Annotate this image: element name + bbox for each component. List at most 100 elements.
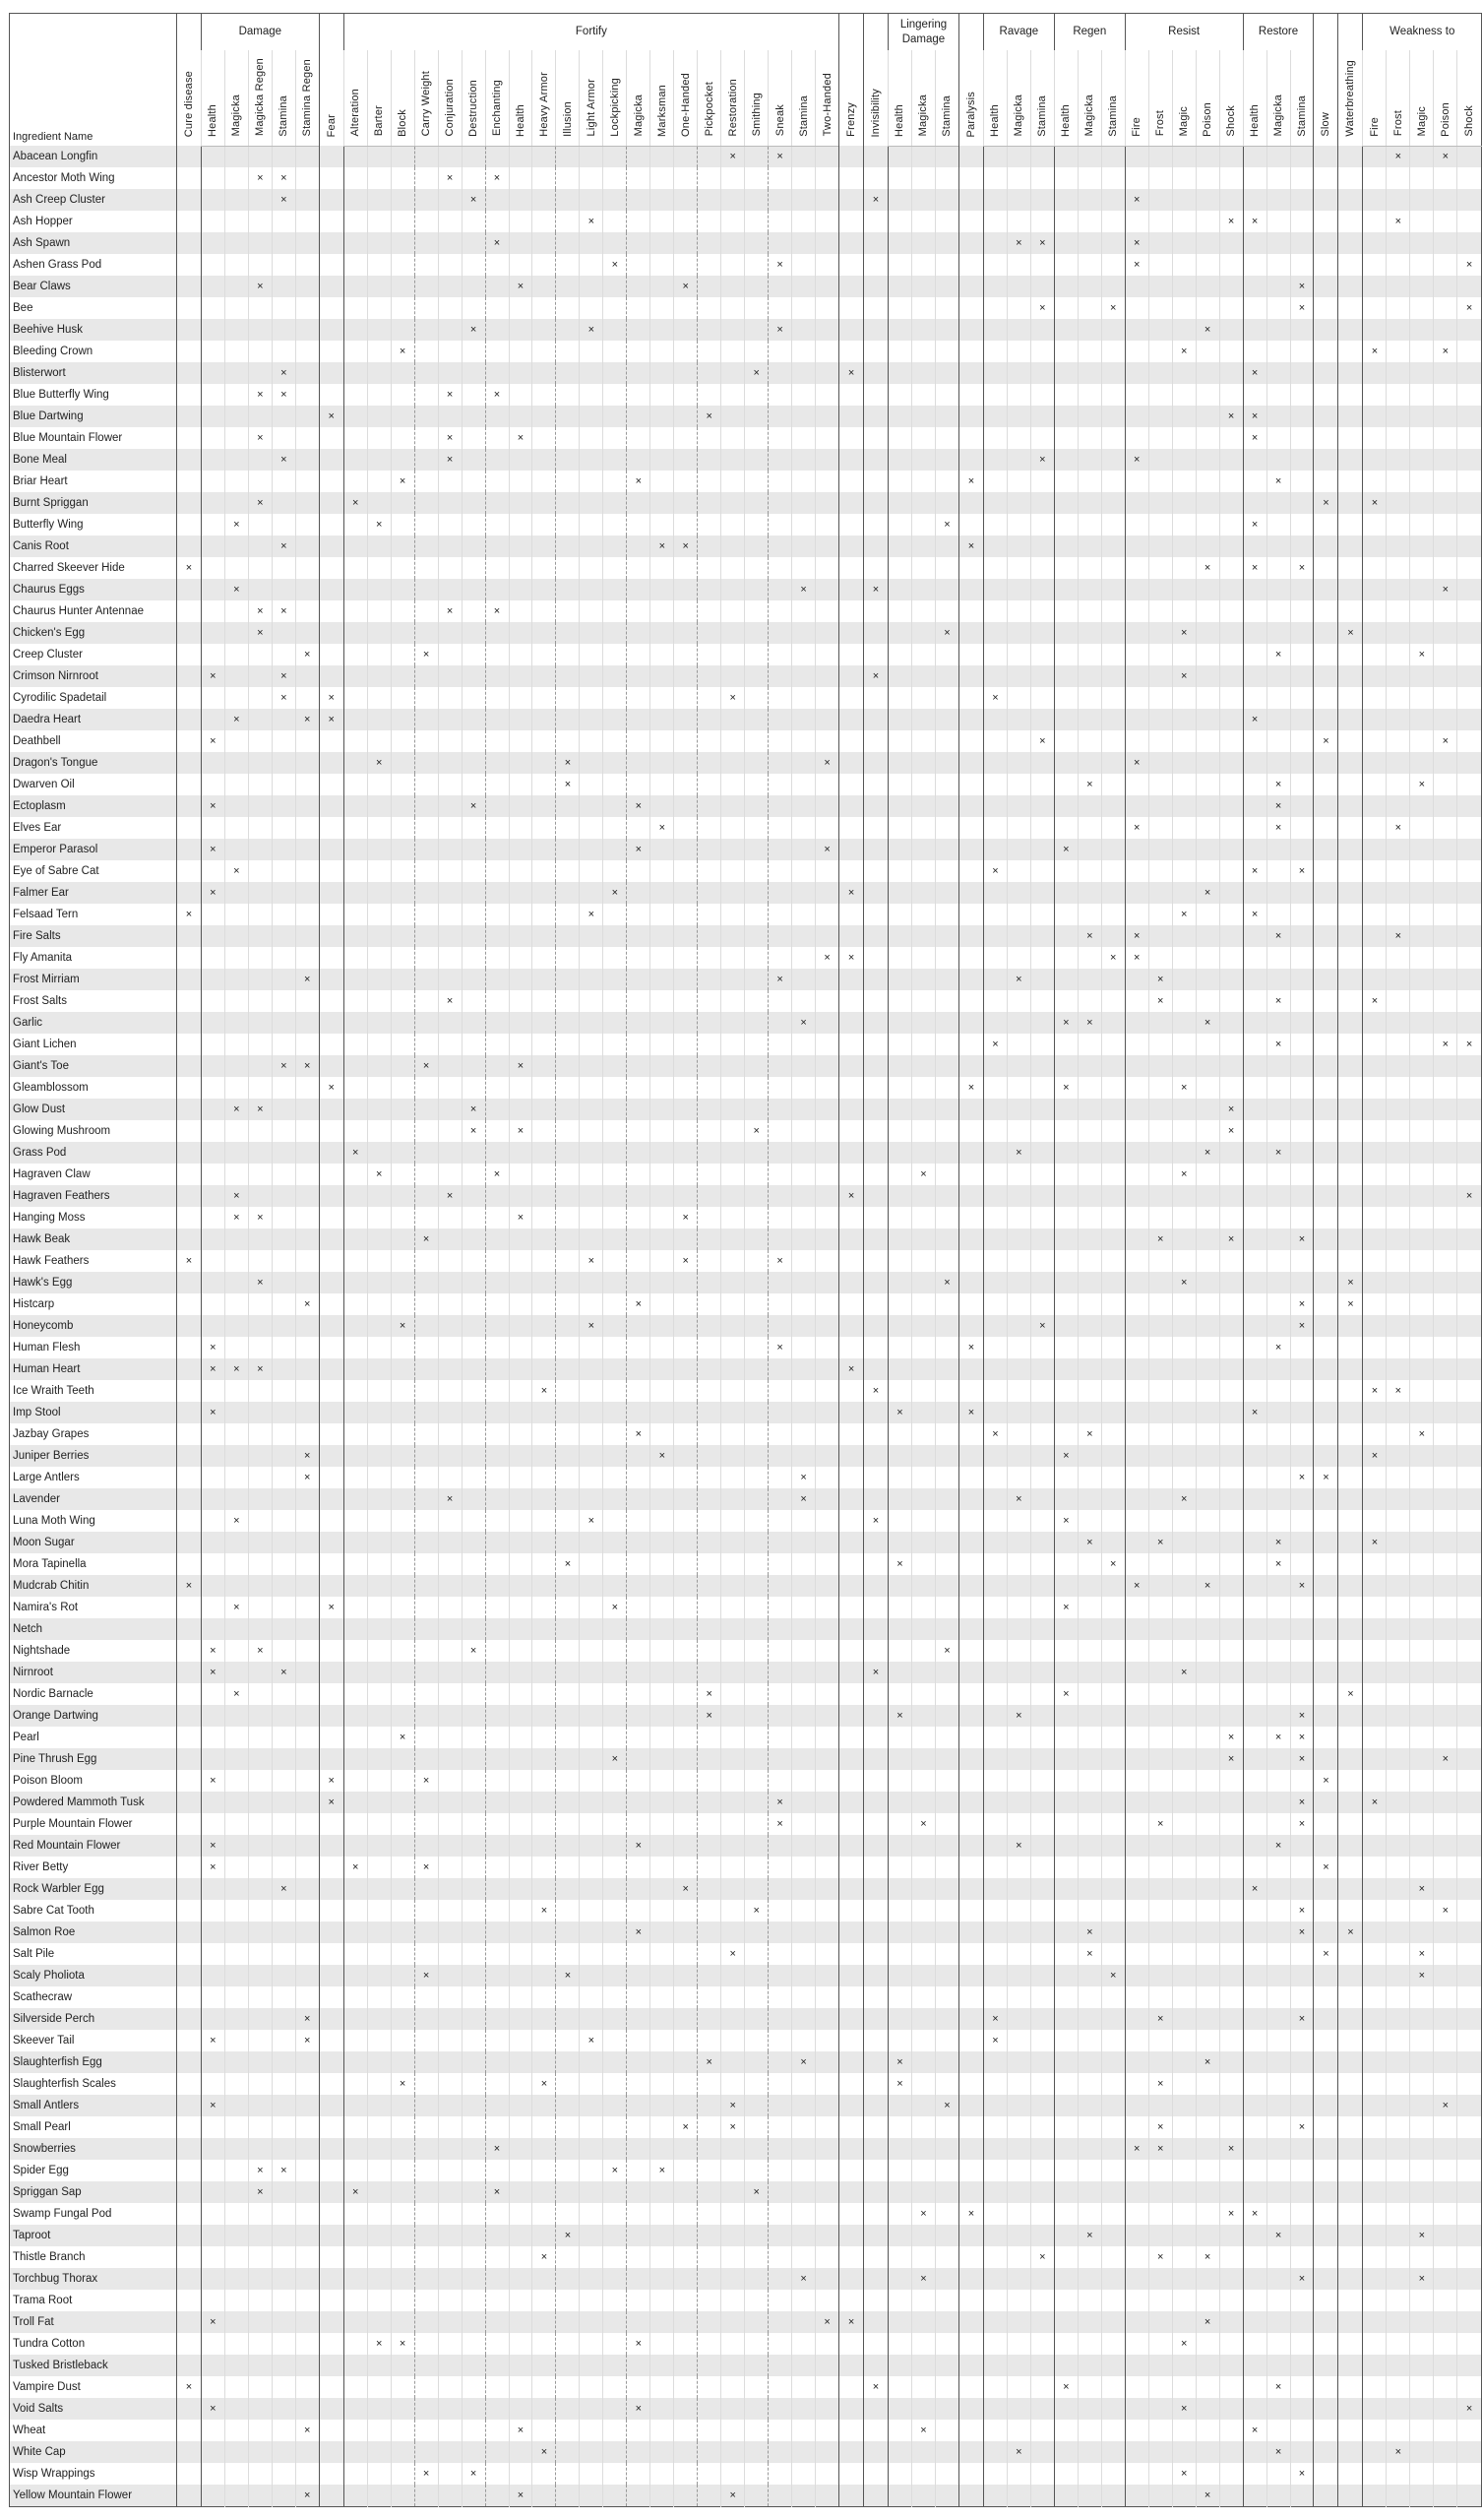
column-header-label: Health	[894, 103, 906, 137]
effect-cell	[1029, 1748, 1055, 1770]
effect-cell	[1029, 1532, 1055, 1553]
effect-cell	[461, 817, 486, 839]
effect-cell	[1195, 795, 1220, 817]
effect-cell	[437, 492, 463, 514]
effect-cell	[1147, 1835, 1173, 1857]
effect-mark-dmg-stamina: ×	[271, 687, 296, 709]
effect-cell	[200, 276, 225, 297]
effect-cell	[1077, 1055, 1102, 1077]
effect-mark-rav-magicka: ×	[1006, 1835, 1031, 1857]
effect-cell	[910, 1055, 936, 1077]
column-header-ld-magicka: Magicka	[910, 50, 936, 147]
effect-cell	[1029, 579, 1055, 600]
effect-cell	[768, 730, 792, 752]
effect-mark-ld-health: ×	[888, 1705, 912, 1727]
effect-cell	[508, 514, 532, 536]
effect-cell	[1147, 536, 1173, 557]
effect-cell	[342, 1748, 368, 1770]
effect-cell	[957, 1250, 984, 1272]
effect-cell	[934, 297, 959, 319]
effect-cell	[1313, 1358, 1338, 1380]
effect-mark-dmg-magicka-regen: ×	[247, 622, 273, 644]
effect-cell	[1077, 1099, 1102, 1120]
effect-cell	[910, 449, 936, 471]
effect-cell	[1006, 1164, 1031, 1185]
effect-cell	[1289, 1662, 1314, 1683]
effect-cell	[342, 1770, 368, 1792]
table-row: Ice Wraith Teeth × × × ×	[9, 1380, 1482, 1402]
effect-cell	[744, 1012, 769, 1034]
effect-cell	[626, 341, 650, 362]
effect-cell	[815, 341, 839, 362]
effect-mark-paralysis: ×	[957, 471, 984, 492]
effect-cell	[579, 1293, 603, 1315]
effect-cell	[673, 1034, 698, 1055]
effect-cell	[697, 557, 721, 579]
effect-cell	[390, 1164, 415, 1185]
effect-cell	[768, 925, 792, 947]
effect-cell	[838, 969, 864, 990]
effect-cell	[720, 969, 745, 990]
effect-cell	[1386, 860, 1410, 882]
effect-cell	[200, 904, 225, 925]
effect-cell	[1053, 1640, 1079, 1662]
effect-cell	[1289, 1099, 1314, 1120]
effect-cell	[271, 579, 296, 600]
effect-cell	[1053, 1315, 1079, 1337]
effect-cell	[1266, 1207, 1291, 1228]
effect-cell	[626, 319, 650, 341]
effect-cell	[934, 1012, 959, 1034]
effect-mark-f-twohanded: ×	[815, 839, 839, 860]
effect-cell	[815, 1640, 839, 1662]
effect-cell	[673, 1423, 698, 1445]
effect-cell	[531, 839, 556, 860]
effect-mark-rst-stamina: ×	[1289, 1293, 1314, 1315]
effect-cell	[720, 882, 745, 904]
effect-cell	[175, 1228, 202, 1250]
effect-cell	[697, 514, 721, 536]
effect-cell	[863, 297, 889, 319]
effect-cell	[1242, 1164, 1267, 1185]
effect-cell	[957, 1900, 984, 1922]
effect-cell	[649, 1748, 674, 1770]
effect-cell	[531, 990, 556, 1012]
effect-cell	[531, 1099, 556, 1120]
effect-cell	[697, 730, 721, 752]
effect-cell	[791, 1813, 816, 1835]
effect-cell	[1362, 254, 1387, 276]
effect-cell	[744, 1380, 769, 1402]
effect-cell	[934, 406, 959, 427]
effect-cell	[1337, 752, 1363, 774]
effect-mark-res-fire: ×	[1124, 449, 1149, 471]
effect-cell	[888, 1055, 912, 1077]
effect-cell	[1124, 492, 1149, 514]
effect-cell	[437, 1228, 463, 1250]
effect-cell	[437, 969, 463, 990]
effect-cell	[697, 1467, 721, 1488]
column-header-label: Stamina	[797, 94, 810, 137]
effect-cell	[223, 752, 249, 774]
effect-cell	[1171, 1770, 1197, 1792]
effect-cell	[1195, 622, 1220, 644]
effect-cell	[697, 1077, 721, 1099]
effect-cell	[1456, 730, 1482, 752]
effect-cell	[1053, 1423, 1079, 1445]
effect-cell	[863, 1315, 889, 1337]
effect-cell	[934, 600, 959, 622]
effect-cell	[247, 319, 273, 341]
column-header-f-light: Light Armor	[579, 50, 603, 147]
effect-mark-wk-shock: ×	[1456, 1185, 1482, 1207]
effect-cell	[484, 1575, 509, 1597]
effect-cell	[910, 579, 936, 600]
ingredient-name: Canis Root	[9, 536, 177, 557]
effect-cell	[200, 1055, 225, 1077]
ingredient-name: Jazbay Grapes	[9, 1423, 177, 1445]
effect-cell	[271, 254, 296, 276]
effect-cell	[1053, 709, 1079, 730]
effect-cell	[934, 644, 959, 665]
effect-cell	[744, 1813, 769, 1835]
effect-cell	[390, 882, 415, 904]
effect-mark-f-conjuration: ×	[437, 167, 463, 189]
effect-cell	[484, 687, 509, 709]
effect-cell	[1053, 146, 1079, 167]
